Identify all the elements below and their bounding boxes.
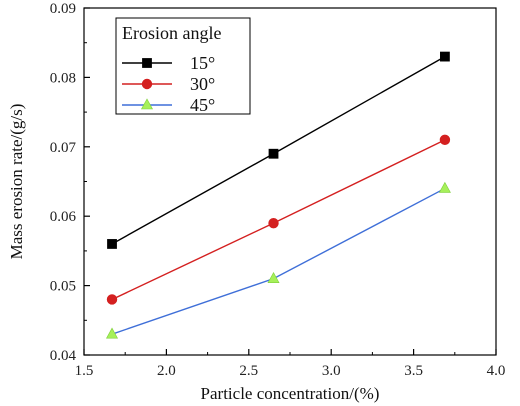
legend-entry: 45° (122, 95, 215, 115)
y-tick-label: 0.04 (50, 348, 77, 364)
data-point (106, 327, 119, 339)
legend-label: 30° (190, 74, 215, 94)
legend-label: 15° (190, 53, 215, 73)
y-tick-label: 0.08 (50, 70, 76, 86)
legend-title: Erosion angle (122, 23, 221, 43)
data-point (438, 181, 451, 193)
data-point (268, 217, 279, 229)
legend-marker (142, 58, 152, 68)
y-tick-label: 0.05 (50, 279, 76, 295)
legend-marker (141, 78, 153, 90)
x-tick-label: 2.5 (239, 363, 258, 379)
legend-box (115, 17, 251, 115)
y-tick-label: 0.09 (50, 1, 76, 17)
x-tick-label: 4.0 (487, 363, 506, 379)
legend-marker (140, 98, 154, 110)
axis-ticks: 1.5 2.0 2.5 3.0 3.5 4.0 0.04 0.05 0.06 0.07 0.08 0.… (50, 1, 506, 379)
y-axis-label: Mass erosion rate/(g/s) (7, 104, 26, 260)
legend: Erosion angle 15°30°45° (115, 17, 251, 115)
series-2 (106, 134, 451, 305)
data-point (268, 148, 279, 159)
x-tick-label: 3.0 (322, 363, 341, 379)
y-tick-label: 0.07 (50, 140, 77, 156)
y-tick-label: 0.06 (50, 209, 77, 225)
legend-entry: 15° (122, 53, 215, 73)
data-point (106, 294, 118, 305)
series-line (111, 187, 446, 335)
data-point (439, 134, 451, 146)
series-layer (106, 51, 451, 339)
series-1 (107, 51, 450, 249)
x-axis-label: Particle concentration/(%) (201, 384, 380, 403)
legend-entry: 30° (122, 74, 215, 94)
x-tick-label: 3.5 (404, 363, 423, 379)
x-tick-label: 2.0 (157, 363, 176, 379)
x-tick-label: 1.5 (75, 363, 94, 379)
data-point (107, 239, 117, 249)
series-3 (106, 181, 451, 339)
data-point (440, 51, 450, 62)
data-point (267, 272, 280, 283)
legend-label: 45° (190, 95, 215, 115)
